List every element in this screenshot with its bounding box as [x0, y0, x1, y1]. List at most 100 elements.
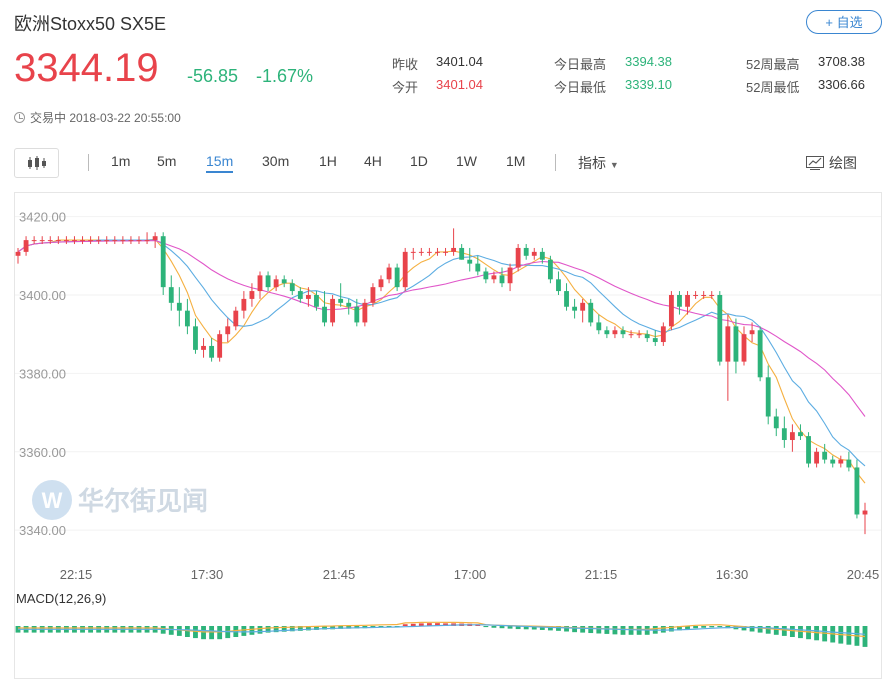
- candle: [507, 263, 513, 292]
- candle: [184, 298, 190, 335]
- macd-bar: [628, 626, 634, 635]
- candle: [386, 263, 392, 284]
- macd-bar: [620, 626, 626, 635]
- ma-fast-line: [17, 238, 866, 484]
- candle: [854, 459, 860, 519]
- candle: [112, 236, 118, 245]
- macd-bar: [483, 626, 489, 628]
- day-low-label: 今日最低: [554, 80, 607, 95]
- candle: [152, 232, 158, 248]
- macd-bar: [499, 626, 505, 629]
- timeframe-tab-1m[interactable]: 1m: [111, 153, 131, 169]
- macd-bar: [257, 626, 263, 634]
- candle: [798, 424, 803, 441]
- prev-close-value: 3401.04: [436, 54, 483, 69]
- chart-type-button[interactable]: [14, 148, 59, 178]
- candle: [176, 287, 182, 327]
- draw-button[interactable]: 绘图: [806, 153, 857, 173]
- candle: [564, 283, 569, 311]
- macd-bar: [757, 626, 763, 633]
- indicator-menu[interactable]: 指标 ▼: [578, 153, 619, 173]
- candle: [297, 287, 303, 303]
- add-watchlist-button[interactable]: + 自选: [806, 10, 882, 34]
- timeframe-tab-5m[interactable]: 5m: [157, 153, 177, 169]
- macd-bar: [249, 626, 255, 635]
- macd-dea-line: [18, 624, 866, 635]
- macd-bar: [523, 626, 529, 630]
- open-label: 今开: [392, 80, 419, 95]
- candle: [47, 236, 53, 245]
- candle: [193, 318, 198, 354]
- macd-bar: [781, 626, 787, 636]
- week52-low-label: 52周最低: [746, 80, 800, 95]
- candle: [475, 255, 481, 276]
- candle: [104, 236, 110, 245]
- timeframe-tab-1h[interactable]: 1H: [319, 153, 337, 169]
- candle: [483, 267, 489, 284]
- candle: [322, 291, 327, 327]
- candle: [217, 330, 223, 362]
- candle: [72, 236, 77, 245]
- week52-high-value: 3708.38: [818, 54, 865, 69]
- candle: [709, 291, 715, 299]
- candle: [628, 330, 634, 339]
- macd-bar: [193, 626, 198, 639]
- timeframe-tab-4h[interactable]: 4H: [364, 153, 382, 169]
- clock-icon: [14, 112, 25, 123]
- macd-bar: [305, 626, 311, 631]
- macd-bar: [330, 626, 336, 630]
- macd-bar: [346, 626, 352, 629]
- candle: [685, 291, 690, 315]
- candlestick-chart[interactable]: W 华尔街见闻 3420.00 3400.00 3380.00 3360.00 3340…: [15, 193, 881, 678]
- macd-bar: [668, 626, 674, 632]
- macd-bar: [531, 626, 537, 630]
- candle: [862, 502, 868, 535]
- ma-slow-line: [17, 240, 866, 417]
- x-tick-label: 21:45: [323, 567, 356, 582]
- candle: [773, 408, 779, 437]
- candle: [15, 247, 21, 264]
- macd-bar: [273, 626, 279, 633]
- candle: [491, 271, 497, 284]
- candle: [838, 455, 844, 468]
- macd-bar: [693, 626, 699, 629]
- timeframe-tab-1w[interactable]: 1W: [456, 153, 477, 169]
- candle: [435, 247, 440, 256]
- last-price: 3344.19: [14, 46, 159, 90]
- candle: [426, 247, 432, 256]
- macd-label: MACD(12,26,9): [16, 591, 106, 606]
- candle: [467, 247, 473, 272]
- trading-status: 交易中 2018-03-22 20:55:00: [14, 109, 181, 126]
- watermark: W 华尔街见闻: [32, 480, 208, 520]
- macd-bar: [338, 626, 344, 629]
- timeframe-tab-30m[interactable]: 30m: [262, 153, 290, 169]
- draw-button-label: 绘图: [829, 155, 857, 171]
- candle: [749, 322, 755, 343]
- candle: [55, 236, 61, 245]
- timeframe-tab-15m[interactable]: 15m: [206, 153, 234, 173]
- macd-bar: [370, 626, 376, 628]
- macd-bar: [588, 626, 594, 634]
- macd-bar: [741, 626, 747, 631]
- prev-close-label: 昨收: [392, 57, 419, 72]
- timeframe-tab-1d[interactable]: 1D: [410, 153, 428, 169]
- candle: [394, 263, 400, 292]
- macd-bar: [378, 626, 384, 628]
- candle: [330, 294, 336, 327]
- candle: [644, 330, 650, 343]
- x-tick-label: 20:45: [847, 567, 880, 582]
- candle: [201, 338, 206, 358]
- candle: [660, 322, 666, 346]
- candle: [233, 306, 239, 331]
- candle: [402, 247, 408, 292]
- chart-area[interactable]: W 华尔街见闻 3420.00 3400.00 3380.00 3360.00 3340…: [14, 192, 882, 679]
- candle: [128, 236, 134, 245]
- y-tick-label: 3420.00: [19, 210, 66, 225]
- macd-bar: [580, 626, 586, 633]
- timeframe-tab-1m[interactable]: 1M: [506, 153, 526, 169]
- candle: [620, 326, 626, 339]
- candle: [314, 291, 319, 311]
- candle: [281, 275, 287, 288]
- candle: [160, 232, 166, 295]
- caret-down-icon: ▼: [609, 160, 619, 170]
